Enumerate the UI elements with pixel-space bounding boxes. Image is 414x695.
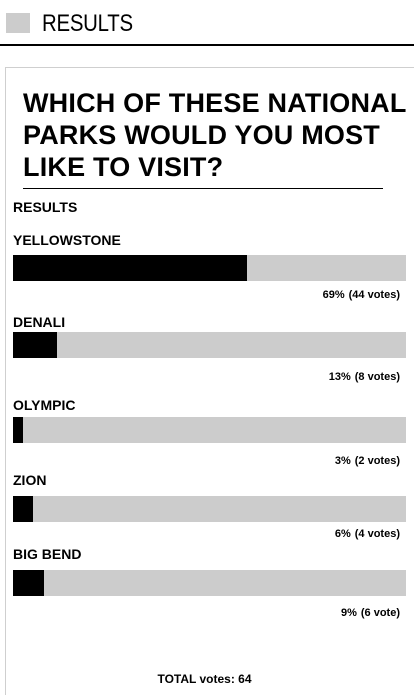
- result-bar-track: [13, 255, 406, 281]
- page-header: RESULTS: [0, 0, 414, 46]
- result-votes: 9% (6 vote): [341, 607, 400, 619]
- result-bar-track: [13, 496, 406, 522]
- result-percent: 69%: [322, 289, 345, 301]
- result-votes: 13% (8 votes): [329, 371, 400, 383]
- result-bar-track: [13, 417, 406, 443]
- poll-question: WHICH OF THESE NATIONAL PARKS WOULD YOU …: [23, 88, 407, 182]
- option-name-yellowstone: YELLOWSTONE: [13, 232, 121, 248]
- results-label: RESULTS: [13, 199, 78, 215]
- result-percent: 13%: [328, 371, 351, 383]
- option-name-zion: ZION: [13, 472, 47, 488]
- result-vote-count: (4 votes): [354, 528, 400, 540]
- result-votes: 6% (4 votes): [335, 528, 400, 540]
- result-votes: 69% (44 votes): [323, 289, 400, 301]
- result-bar-fill: [13, 332, 57, 358]
- result-votes: 3% (2 votes): [335, 455, 400, 467]
- total-votes: TOTAL votes: 64: [157, 672, 252, 686]
- header-square-icon: [6, 13, 30, 33]
- option-name-olympic: OLYMPIC: [13, 397, 76, 413]
- result-bar-track: [13, 332, 406, 358]
- result-percent: 9%: [340, 607, 357, 619]
- option-name-denali: DENALI: [13, 314, 66, 330]
- result-vote-count: (8 votes): [354, 371, 400, 383]
- header-title: RESULTS: [42, 10, 133, 37]
- result-vote-count: (2 votes): [354, 455, 400, 467]
- result-vote-count: (44 votes): [348, 289, 400, 301]
- result-bar-fill: [13, 496, 33, 522]
- result-bar-track: [13, 570, 406, 596]
- result-bar-fill: [13, 255, 247, 281]
- result-percent: 6%: [334, 528, 351, 540]
- question-divider: [23, 188, 383, 189]
- option-name-big-bend: BIG BEND: [13, 546, 82, 562]
- result-percent: 3%: [334, 455, 351, 467]
- result-bar-fill: [13, 417, 23, 443]
- result-vote-count: (6 vote): [360, 607, 400, 619]
- result-bar-fill: [13, 570, 44, 596]
